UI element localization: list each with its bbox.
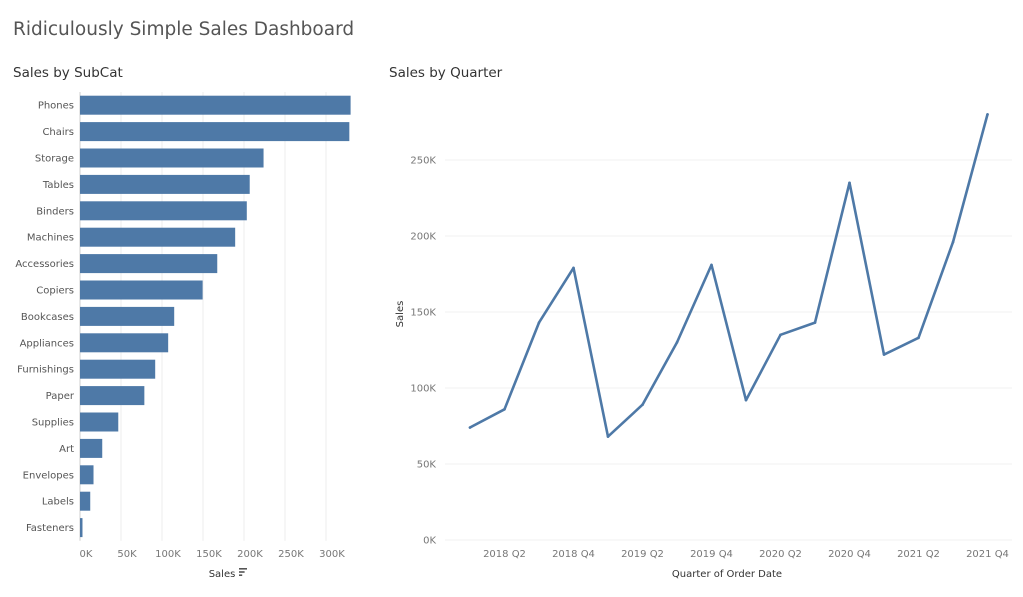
bar-tables[interactable] bbox=[80, 174, 250, 194]
bar-binders[interactable] bbox=[80, 201, 247, 221]
bar-fasteners[interactable] bbox=[80, 518, 83, 538]
category-label: Supplies bbox=[32, 418, 74, 429]
bar-art[interactable] bbox=[80, 438, 103, 458]
bar-furnishings[interactable] bbox=[80, 359, 156, 379]
x-tick-label: 50K bbox=[117, 549, 137, 560]
bar-storage[interactable] bbox=[80, 148, 264, 168]
category-label: Storage bbox=[35, 154, 74, 165]
x-tick-label: 200K bbox=[237, 549, 263, 560]
x-tick-label: 300K bbox=[319, 549, 345, 560]
x-tick-label: 250K bbox=[278, 549, 304, 560]
line-chart-title: Sales by Quarter bbox=[389, 65, 503, 81]
category-label: Bookcases bbox=[21, 312, 74, 323]
category-label: Machines bbox=[27, 233, 74, 244]
bar-envelopes[interactable] bbox=[80, 465, 94, 485]
x-tick-label: 0K bbox=[80, 549, 93, 560]
category-label: Accessories bbox=[15, 259, 74, 270]
bar-x-axis-title: Sales bbox=[209, 569, 236, 580]
bar-chairs[interactable] bbox=[80, 122, 350, 142]
category-label: Paper bbox=[46, 391, 75, 402]
dashboard-title: Ridiculously Simple Sales Dashboard bbox=[13, 19, 355, 40]
sort-descending-icon[interactable] bbox=[239, 568, 247, 576]
bar-accessories[interactable] bbox=[80, 254, 218, 274]
sort-icon-line bbox=[239, 571, 245, 573]
category-label: Appliances bbox=[20, 338, 74, 349]
category-label: Tables bbox=[42, 180, 74, 191]
bar-bookcases[interactable] bbox=[80, 306, 175, 326]
sort-icon-line bbox=[239, 568, 247, 570]
x-tick-label: 100K bbox=[155, 549, 181, 560]
category-label: Furnishings bbox=[17, 365, 74, 376]
bar-labels[interactable] bbox=[80, 491, 91, 511]
category-label: Binders bbox=[36, 206, 74, 217]
category-label: Phones bbox=[38, 101, 74, 112]
bar-supplies[interactable] bbox=[80, 412, 119, 432]
bar-paper[interactable] bbox=[80, 386, 145, 406]
bar-phones[interactable] bbox=[80, 95, 351, 115]
bar-machines[interactable] bbox=[80, 227, 236, 247]
bar-appliances[interactable] bbox=[80, 333, 169, 353]
bar-copiers[interactable] bbox=[80, 280, 203, 300]
category-label: Copiers bbox=[36, 286, 74, 297]
bar-chart-title: Sales by SubCat bbox=[13, 65, 123, 81]
category-label: Art bbox=[59, 444, 74, 455]
category-label: Chairs bbox=[42, 127, 74, 138]
category-label: Labels bbox=[42, 497, 74, 508]
category-label: Envelopes bbox=[23, 470, 74, 481]
sort-icon-line bbox=[239, 574, 243, 576]
category-label: Fasteners bbox=[26, 523, 74, 534]
x-tick-label: 150K bbox=[196, 549, 222, 560]
